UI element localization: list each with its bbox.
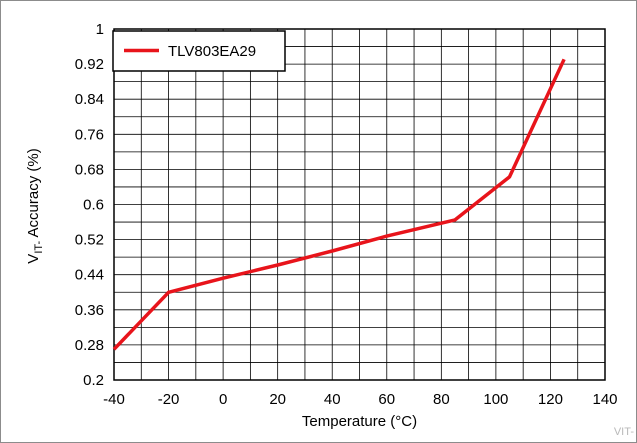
x-tick-label: -40 [103,391,125,408]
y-tick-label: 0.92 [75,56,104,73]
plot-area-border [113,28,606,381]
x-axis-label: Temperature (°C) [302,413,417,430]
y-tick-label: 0.76 [75,126,104,143]
y-tick-label: 0.36 [75,302,104,319]
y-tick-label: 0.2 [83,372,104,389]
y-tick-label: 0.44 [75,267,104,284]
y-tick-label: 0.52 [75,232,104,249]
series-line-tlv803ea29 [112,58,566,351]
y-tick-label: 0.6 [83,197,104,214]
x-tick-label: -20 [158,391,180,408]
x-tick-label: 60 [378,391,395,408]
figure-id-watermark: VIT- [613,426,634,438]
y-tick-label: 0.84 [75,91,104,108]
x-tick-label: 100 [483,391,508,408]
x-tick-label: 0 [219,391,227,408]
x-tick-label: 120 [538,391,563,408]
x-tick-label: 40 [324,391,341,408]
x-tick-label: 140 [592,391,617,408]
legend-label-tlv803ea29: TLV803EA29 [168,43,256,60]
y-tick-label: 0.68 [75,161,104,178]
x-tick-label: 20 [269,391,286,408]
y-tick-label: 1 [96,21,104,38]
y-tick-label: 0.28 [75,337,104,354]
x-tick-label: 80 [433,391,450,408]
y-axis-label: VIT- Accuracy (%) [25,148,45,263]
